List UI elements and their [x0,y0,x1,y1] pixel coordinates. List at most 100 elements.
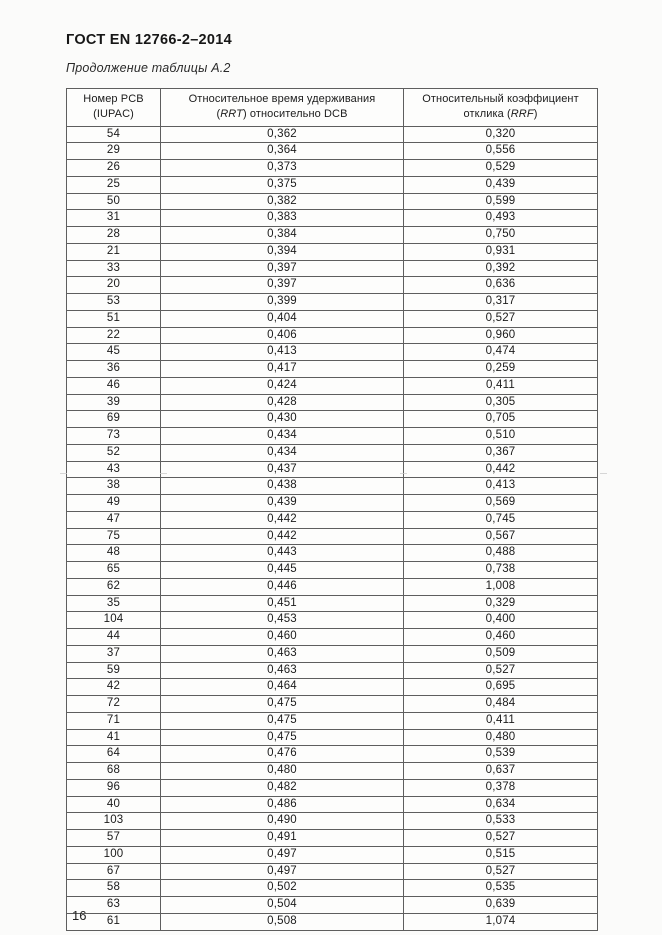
cell-pcb-number: 65 [66,561,161,579]
cell-rrt: 0,442 [160,510,404,529]
header-line-1: Относительное время удерживания [188,93,376,105]
cell-rrt: 0,464 [160,678,404,697]
cell-rrt: 0,404 [160,309,404,328]
table-row: 69 0,430 0,705 [66,410,598,429]
cell-pcb-number: 67 [66,862,161,881]
cell-pcb-number: 52 [66,443,161,462]
table-row: 37 0,463 0,509 [66,644,598,663]
cell-rrt: 0,399 [160,293,404,311]
header-abbrev-rrf: RRF [510,107,534,120]
table-row: 100 0,497 0,515 [66,845,598,864]
table-row: 26 0,373 0,529 [66,159,598,177]
table-row: 47 0,442 0,745 [66,510,598,529]
cell-pcb-number: 36 [66,360,161,378]
cell-rrf: 0,259 [403,360,598,378]
cell-rrf: 0,527 [403,309,598,328]
cell-pcb-number: 44 [66,628,161,646]
table-row: 68 0,480 0,637 [66,762,598,780]
cell-pcb-number: 43 [66,460,161,479]
cell-rrt: 0,463 [160,661,404,680]
cell-pcb-number: 46 [66,376,161,395]
cell-rrf: 0,529 [403,159,598,177]
cell-pcb-number: 63 [66,896,161,914]
cell-rrt: 0,442 [160,527,404,546]
cell-rrt: 0,497 [160,845,404,864]
table-row: 54 0,362 0,320 [66,125,598,144]
cell-rrf: 0,750 [403,226,598,244]
cell-rrf: 0,705 [403,410,598,429]
cell-rrt: 0,439 [160,494,404,512]
cell-rrf: 0,567 [403,527,598,546]
page-number: 16 [72,908,87,923]
cell-rrf: 0,527 [403,829,598,847]
cell-rrt: 0,384 [160,226,404,244]
cell-rrf: 0,535 [403,879,598,898]
cell-pcb-number: 75 [66,527,161,546]
table-row: 71 0,475 0,411 [66,711,598,730]
cell-rrf: 0,320 [403,125,598,144]
cell-rrf: 1,008 [403,577,598,596]
cell-pcb-number: 96 [66,778,161,797]
cell-rrt: 0,476 [160,745,404,764]
cell-rrt: 0,430 [160,410,404,429]
cell-rrf: 0,539 [403,745,598,764]
table-row: 63 0,504 0,639 [66,896,598,914]
table-row: 42 0,464 0,695 [66,678,598,697]
cell-rrf: 0,637 [403,762,598,780]
cell-pcb-number: 58 [66,879,161,898]
cell-rrf: 0,738 [403,561,598,579]
cell-rrt: 0,445 [160,561,404,579]
cell-pcb-number: 37 [66,644,161,663]
table-row: 43 0,437 0,442 [66,460,598,479]
table-row: 64 0,476 0,539 [66,745,598,764]
cell-rrf: 0,569 [403,494,598,512]
cell-rrt: 0,480 [160,762,404,780]
cell-rrf: 0,411 [403,711,598,730]
cell-rrf: 0,378 [403,778,598,797]
table-row: 45 0,413 0,474 [66,343,598,362]
cell-rrt: 0,491 [160,829,404,847]
table-body: 54 0,362 0,320 29 0,364 0,556 26 0,373 0,529 25 0,… [66,125,598,931]
header-line-2-prefix: ( [216,107,221,120]
cell-rrf: 0,329 [403,594,598,613]
cell-pcb-number: 20 [66,276,161,295]
cell-rrf: 0,599 [403,192,598,211]
table-caption: Продолжение таблицы А.2 [66,61,231,75]
cell-rrf: 0,515 [403,845,598,864]
header-line-2-suffix: ) относительно DCB [242,107,348,120]
table-row: 96 0,482 0,378 [66,778,598,797]
cell-pcb-number: 51 [66,309,161,328]
cell-rrt: 0,482 [160,778,404,797]
cell-rrt: 0,508 [160,912,404,931]
table-row: 51 0,404 0,527 [66,309,598,328]
table-row: 31 0,383 0,493 [66,209,598,228]
cell-rrt: 0,504 [160,896,404,914]
table-row: 29 0,364 0,556 [66,142,598,161]
cell-pcb-number: 25 [66,175,161,194]
cell-rrf: 0,367 [403,443,598,462]
cell-rrf: 0,527 [403,862,598,881]
cell-rrf: 0,413 [403,477,598,496]
cell-pcb-number: 40 [66,795,161,814]
cell-rrf: 0,510 [403,427,598,445]
data-table-container: Номер PCB (IUPAC) Относительное время уд… [66,88,598,931]
cell-rrt: 0,397 [160,259,404,278]
header-abbrev-rrt: RRT [220,107,243,120]
cell-pcb-number: 45 [66,343,161,362]
table-row: 21 0,394 0,931 [66,242,598,261]
table-row: 44 0,460 0,460 [66,628,598,646]
cell-pcb-number: 69 [66,410,161,429]
table-row: 35 0,451 0,329 [66,594,598,613]
cell-pcb-number: 50 [66,192,161,211]
cell-rrt: 0,382 [160,192,404,211]
table-row: 36 0,417 0,259 [66,360,598,378]
cell-rrf: 0,480 [403,728,598,747]
cell-rrf: 0,484 [403,695,598,713]
table-row: 22 0,406 0,960 [66,326,598,345]
cell-pcb-number: 103 [66,812,161,831]
cell-pcb-number: 26 [66,159,161,177]
cell-rrt: 0,417 [160,360,404,378]
table-row: 33 0,397 0,392 [66,259,598,278]
cell-rrt: 0,394 [160,242,404,261]
cell-rrf: 0,305 [403,393,598,412]
